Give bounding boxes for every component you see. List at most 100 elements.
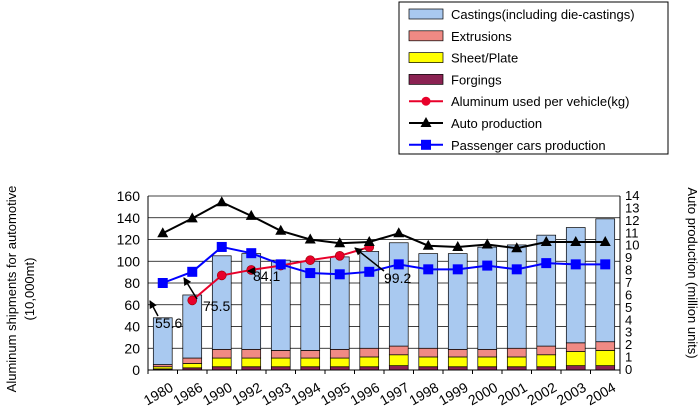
- legend-marker: [420, 117, 432, 127]
- bar-extrusions: [565, 342, 586, 352]
- y2-tick-label: 9: [625, 250, 632, 265]
- point-passenger-cars-production: [187, 266, 198, 277]
- bar-sheet-plate: [477, 356, 498, 368]
- bar-sheet-plate: [300, 357, 321, 368]
- point-passenger-cars-production: [600, 259, 611, 270]
- point-passenger-cars-production: [452, 264, 463, 275]
- point-auto-production: [304, 233, 316, 244]
- annotation-arrow: [354, 247, 385, 272]
- bar-extrusions: [418, 347, 439, 358]
- y-tick-label: 140: [117, 210, 141, 226]
- y2-axis-title: Auto production (million units): [685, 187, 700, 358]
- bar-sheet-plate: [447, 356, 468, 368]
- legend-label-passenger-cars-production: Passenger cars production: [451, 138, 606, 153]
- point-auto-production: [570, 235, 582, 246]
- point-auto-production: [422, 239, 434, 250]
- bar-extrusions: [182, 357, 203, 364]
- bar-forgings: [388, 365, 409, 371]
- bar-extrusions: [329, 348, 350, 359]
- point-auto-production: [599, 235, 611, 246]
- bar-sheet-plate: [211, 357, 232, 368]
- legend-swatch-forgings: [408, 74, 444, 85]
- y2-tick-label: 6: [625, 287, 632, 302]
- legend-label-extrusions: Extrusions: [451, 29, 512, 44]
- point-auto-production: [540, 235, 552, 246]
- legend-marker: [421, 96, 431, 106]
- point-aluminum-used-per-vehicle-kg: [305, 255, 316, 265]
- y2-tick-label: 14: [625, 188, 639, 203]
- point-auto-production: [216, 196, 228, 207]
- bar-series: [152, 218, 616, 371]
- axes: [147, 196, 621, 374]
- y-tick-label: 60: [124, 297, 140, 313]
- annotation-label: 84.1: [253, 268, 280, 284]
- point-passenger-cars-production: [482, 260, 493, 271]
- bar-extrusions: [477, 348, 498, 358]
- legend-label-auto-production: Auto production: [451, 116, 542, 131]
- line-passenger-cars-production: [162, 245, 606, 284]
- bar-extrusions: [506, 347, 527, 358]
- point-auto-production: [452, 240, 464, 251]
- bar-castings-including-die-castings: [359, 251, 380, 349]
- bar-castings-including-die-castings: [152, 317, 173, 365]
- point-auto-production: [393, 227, 405, 238]
- y2-tick-label: 4: [625, 312, 632, 327]
- y-axis-title: Aluminum shipments for automotive: [4, 186, 19, 393]
- y2-tick-label: 2: [625, 337, 632, 352]
- y2-tick-label: 5: [625, 300, 632, 315]
- y-tick-label: 0: [132, 362, 140, 378]
- legend-label-forgings: Forgings: [451, 72, 502, 87]
- bar-sheet-plate: [418, 356, 439, 368]
- bar-sheet-plate: [595, 350, 616, 366]
- bar-extrusions: [388, 345, 409, 356]
- point-auto-production: [157, 227, 169, 238]
- point-passenger-cars-production: [511, 264, 522, 275]
- bar-castings-including-die-castings: [536, 234, 557, 347]
- annotations: 55.6 75.5 84.1 99.2: [149, 247, 411, 331]
- bar-sheet-plate: [506, 356, 527, 368]
- line-auto-production: [162, 201, 606, 250]
- point-passenger-cars-production: [393, 259, 404, 270]
- y2-tick-label: 1: [625, 350, 632, 365]
- point-auto-production: [481, 238, 493, 249]
- y-tick-label: 80: [124, 275, 140, 291]
- bar-castings-including-die-castings: [182, 294, 203, 359]
- y-tick-label: 20: [124, 340, 140, 356]
- annotation-label: 99.2: [384, 270, 411, 286]
- point-passenger-cars-production: [541, 258, 552, 269]
- bar-extrusions: [447, 348, 468, 358]
- legend-swatch-extrusions: [408, 30, 444, 42]
- legend-box: [398, 1, 669, 155]
- bar-castings-including-die-castings: [595, 218, 616, 343]
- y2-tick-label: 7: [625, 275, 632, 290]
- point-passenger-cars-production: [570, 259, 581, 270]
- bar-extrusions: [300, 350, 321, 359]
- y-tick-label: 120: [117, 232, 141, 248]
- annotation-label: 75.5: [203, 298, 230, 314]
- y2-tick-label: 10: [625, 238, 639, 253]
- y2-tick-label: 0: [625, 362, 632, 377]
- point-auto-production: [363, 235, 375, 246]
- y-tick-label: 160: [117, 188, 141, 204]
- point-aluminum-used-per-vehicle-kg: [187, 295, 198, 306]
- bar-sheet-plate: [388, 354, 409, 366]
- point-auto-production: [334, 237, 346, 248]
- point-auto-production: [245, 209, 257, 220]
- y2-tick-label: 13: [625, 200, 639, 215]
- bar-sheet-plate: [270, 357, 291, 368]
- legend: Castings(including die-castings) Extrusio…: [398, 1, 669, 155]
- point-passenger-cars-production: [216, 241, 227, 252]
- bar-sheet-plate: [565, 351, 586, 367]
- bar-extrusions: [211, 348, 232, 359]
- line-series: [157, 196, 611, 306]
- point-passenger-cars-production: [275, 259, 286, 270]
- y-axis-title: (10,000mt): [22, 258, 37, 321]
- point-auto-production: [511, 242, 523, 253]
- point-aluminum-used-per-vehicle-kg: [216, 270, 227, 281]
- bar-extrusions: [595, 341, 616, 351]
- bar-sheet-plate: [329, 357, 350, 368]
- y2-tick-label: 8: [625, 263, 632, 278]
- point-auto-production: [186, 212, 198, 223]
- bar-forgings: [595, 365, 616, 371]
